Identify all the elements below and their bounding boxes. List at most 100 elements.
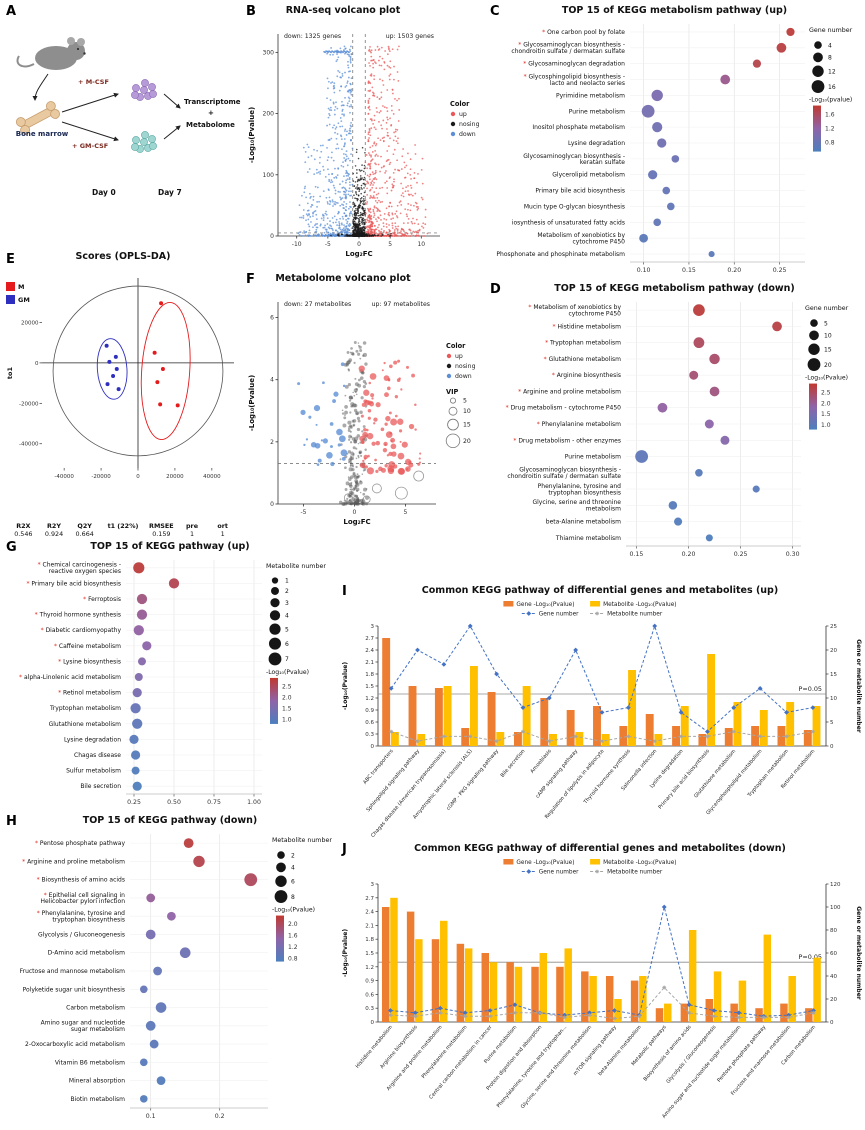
pathway-dot (193, 855, 205, 868)
svg-text:1.2: 1.2 (365, 696, 374, 702)
svg-text:-Log₁₀(Pvalue): -Log₁₀(Pvalue) (248, 107, 256, 163)
pathway-dot (132, 718, 143, 729)
pathway-label: Carbon metabolism (66, 1005, 125, 1012)
metabolite-pvalue-bar (639, 976, 647, 1022)
gene-pvalue-bar (381, 907, 390, 1022)
svg-text:GM: GM (18, 296, 30, 304)
svg-text:40: 40 (830, 974, 837, 980)
svg-text:1.5: 1.5 (282, 706, 292, 713)
svg-text:5: 5 (463, 398, 467, 405)
kegg-pathway-up-chart: 0.25 0.50 0.75 1.00 * Chemical carcinogenesi… (19, 560, 326, 806)
pathway-dot (146, 893, 156, 903)
svg-text:2.5: 2.5 (821, 389, 831, 396)
pathway-label: Metabolism of xenobiotics by cytochrome P… (537, 232, 625, 245)
gene-pvalue-bar (619, 726, 628, 746)
metabolite-pvalue-bar (759, 710, 768, 746)
pathway-label: Biotin metabolism (70, 1096, 125, 1103)
pvalue-gradient-bar (809, 383, 817, 430)
panel-letter-e: E (6, 252, 15, 267)
pathway-dot (183, 838, 194, 849)
pathway-dot (145, 929, 156, 940)
svg-text:Gene or metabolite number: Gene or metabolite number (855, 639, 862, 733)
pathway-label: * Thyroid hormone synthesis (35, 612, 121, 619)
panel-g-dotplot: TOP 15 of KEGG pathway (up) 0.25 0.50 0.75… (4, 540, 336, 812)
down-count-annotation: down: 27 metabolites (284, 301, 351, 308)
dotplot-rows: * Pentose phosphate pathway * Arginine an… (20, 838, 268, 1103)
panel-g-title: TOP 15 of KEGG pathway (up) (90, 541, 250, 552)
panel-c-dotplot: TOP 15 of KEGG metabolism pathway (up) 0… (488, 4, 861, 280)
svg-text:Gene -Log₁₀(Pvalue): Gene -Log₁₀(Pvalue) (516, 602, 574, 608)
svg-text:-40000: -40000 (54, 474, 74, 480)
svg-text:2.0: 2.0 (282, 695, 292, 702)
category-label: cGMP - PKG signaling pathway (446, 748, 501, 811)
gene-pvalue-bar (506, 962, 514, 1022)
svg-text:0: 0 (830, 1020, 834, 1026)
pathway-label: * Arginine and proline metabolism (518, 388, 621, 395)
metabolite-pvalue-bar (469, 666, 478, 746)
kegg-pathway-down-chart: 0.1 0.2 * Pentose phosphate pathway * Argin… (20, 834, 332, 1120)
svg-text:4: 4 (285, 613, 289, 620)
svg-text:1.2: 1.2 (288, 944, 298, 951)
svg-text:Metabolite number: Metabolite number (272, 837, 332, 844)
gene-pvalue-bar (655, 1008, 664, 1022)
pathway-dot (134, 673, 143, 681)
pathway-label: Lysine degradation (568, 140, 625, 147)
pathway-dot (130, 703, 141, 714)
svg-text:Gene or metabolite number: Gene or metabolite number (855, 906, 862, 1000)
gm-cells-icon (131, 131, 157, 153)
gene-pvalue-bar (434, 688, 443, 746)
pathway-dot (641, 104, 655, 118)
gene-pvalue-bar (456, 943, 465, 1022)
metabolite-pvalue-bar (575, 732, 584, 746)
pathway-dot (155, 1002, 167, 1013)
svg-text:0.20: 0.20 (682, 551, 696, 558)
category-label: beta-Alanine metabolism (597, 1024, 643, 1077)
pathway-dot (138, 657, 146, 666)
pathway-label: Purine metabolism (569, 108, 625, 115)
svg-text:3: 3 (371, 624, 375, 630)
pathway-label: 2-Oxocarboxylic acid metabolism (25, 1041, 125, 1048)
svg-text:10: 10 (463, 408, 471, 415)
metabolite-pvalue-bar (654, 734, 663, 746)
svg-text:20: 20 (824, 362, 832, 369)
pvalue-gradient-bar (276, 915, 284, 962)
pathway-label: * Diabetic cardiomyopathy (41, 627, 122, 634)
gene-pvalue-bar (481, 953, 490, 1022)
svg-text:5: 5 (285, 626, 289, 633)
pathway-dot (136, 593, 148, 605)
panel-j-title: Common KEGG pathway of differential gene… (414, 843, 786, 854)
pathway-dot (153, 966, 162, 976)
svg-text:0.15: 0.15 (682, 267, 696, 274)
panel-letter-f: F (246, 272, 255, 287)
svg-text:0: 0 (35, 361, 39, 367)
panel-letter-a: A (6, 4, 17, 19)
pathway-label: Vitamin B6 metabolism (55, 1059, 125, 1066)
svg-text:10: 10 (417, 241, 425, 248)
pathway-dot (709, 353, 720, 365)
pathway-dot (133, 562, 145, 574)
gene-pvalue-bar (751, 726, 760, 746)
macrophage-cells-icon (131, 79, 157, 101)
category-label: Glycerophospholipid metabolism (705, 748, 763, 816)
dotplot-legend: Gene number 4 8 12 16 -Log₁₀(pvalue) 0.8 1.2 1.6 (809, 27, 853, 152)
pathway-label: * Arginine and proline metabolism (22, 858, 125, 865)
svg-text:80: 80 (830, 928, 837, 934)
pathway-label: * Caffeine metabolism (54, 643, 121, 650)
pathway-label: Chagas disease (74, 752, 121, 759)
metabolite-pvalue-bar (813, 957, 821, 1022)
down-count-annotation: down: 1325 genes (284, 33, 341, 40)
pathway-dot (131, 766, 140, 775)
metabolite-pvalue-bar (440, 920, 448, 1022)
metabolite-pvalue-bar (514, 966, 523, 1022)
svg-text:8: 8 (291, 894, 295, 901)
panel-i-barchart: Common KEGG pathway of differential gene… (338, 584, 862, 840)
svg-text:Log₂FC: Log₂FC (345, 250, 372, 258)
pathway-dot (667, 202, 675, 211)
pathway-label: Primary bile acid biosynthesis (535, 188, 625, 195)
svg-text:-Log₁₀(Pvalue): -Log₁₀(Pvalue) (805, 375, 848, 382)
panel-letter-b: B (246, 4, 256, 19)
svg-text:1.5: 1.5 (821, 411, 831, 418)
pathway-dot (671, 155, 680, 163)
panel-a-schematic: Bone marrow + M-CSF + GM-CSF Transcripto… (4, 4, 242, 248)
